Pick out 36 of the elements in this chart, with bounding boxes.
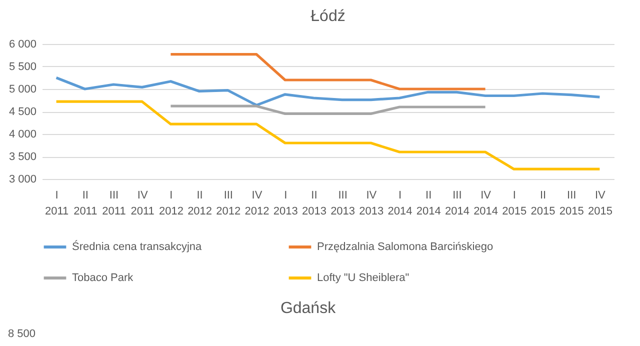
line-series (55, 76, 601, 106)
x-tick-label: III 2013 (330, 190, 356, 218)
x-tick-label: III 2015 (559, 190, 584, 218)
x-tick-label: III 2011 (102, 190, 126, 218)
x-tick-label: I 2015 (502, 190, 527, 218)
y-tick-label: 3 500 (8, 151, 36, 163)
x-tick-label: I 2011 (44, 190, 69, 218)
y-tick-label: 3 000 (8, 174, 36, 186)
x-tick-label: I 2014 (388, 190, 412, 218)
legend-label: Lofty "U Sheiblera" (317, 272, 410, 284)
legend-label: Przędzalnia Salomona Barcińskiego (317, 241, 494, 253)
x-tick-label: IV 2014 (474, 190, 498, 218)
y-tick-label: 4 500 (8, 106, 36, 118)
x-tick-label: III 2014 (444, 190, 470, 218)
y-tick-label: 4 000 (8, 128, 36, 140)
x-tick-label: I 2012 (158, 190, 184, 218)
x-tick-label: III 2012 (216, 190, 241, 218)
x-tick-label: II 2014 (416, 190, 441, 218)
x-tick-label: II 2012 (188, 190, 212, 218)
x-tick-label: IV 2011 (130, 190, 154, 218)
legend-label: Tobaco Park (72, 272, 134, 284)
x-tick-label: IV 2015 (588, 190, 612, 218)
x-tick-label: II 2015 (530, 190, 556, 218)
text: Gdańsk (280, 300, 337, 317)
line-series (55, 100, 601, 170)
y-tick-label: 5 000 (8, 84, 36, 96)
x-tick-label: I 2013 (273, 190, 298, 218)
y-tick-label: 6 000 (8, 38, 36, 50)
x-tick-label: II 2013 (302, 190, 326, 218)
x-tick-label: IV 2012 (244, 190, 270, 218)
y-tick-label: 5 500 (8, 61, 36, 73)
x-tick-label: II 2011 (74, 190, 98, 218)
chart-title: Łódź (310, 8, 346, 25)
x-tick-label: IV 2013 (359, 190, 384, 218)
legend-label: Średnia cena transakcyjna (72, 240, 203, 253)
text: 8 500 (8, 328, 36, 340)
